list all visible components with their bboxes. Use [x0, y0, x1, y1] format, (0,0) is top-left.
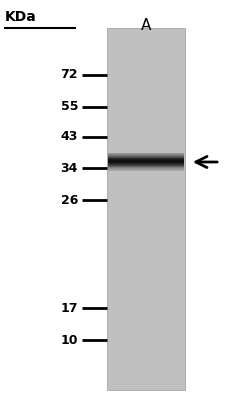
Text: 10: 10 [60, 334, 78, 346]
Text: 17: 17 [60, 302, 78, 314]
Text: 26: 26 [61, 194, 78, 206]
Bar [108, 166, 184, 167]
Text: 55: 55 [60, 100, 78, 114]
Bar [108, 167, 184, 168]
Bar [108, 170, 184, 171]
Bar [108, 167, 184, 168]
Bar [108, 169, 184, 170]
Bar [108, 156, 184, 157]
Text: 43: 43 [61, 130, 78, 144]
Bar [108, 163, 184, 164]
Bar [108, 155, 184, 156]
Text: A: A [141, 18, 151, 33]
Bar [107, 28, 185, 390]
Bar [108, 163, 184, 164]
Bar [108, 168, 184, 169]
Bar [108, 153, 184, 154]
Bar [108, 160, 184, 161]
Bar [108, 159, 184, 160]
Bar [108, 162, 184, 163]
Text: 72: 72 [60, 68, 78, 82]
Bar [108, 158, 184, 159]
Bar [108, 156, 184, 157]
Bar [108, 157, 184, 158]
Bar [108, 165, 184, 166]
Bar [108, 154, 184, 155]
Bar [108, 170, 184, 171]
Bar [108, 164, 184, 165]
Text: KDa: KDa [5, 10, 37, 24]
Bar [108, 161, 184, 162]
Text: 34: 34 [61, 162, 78, 174]
